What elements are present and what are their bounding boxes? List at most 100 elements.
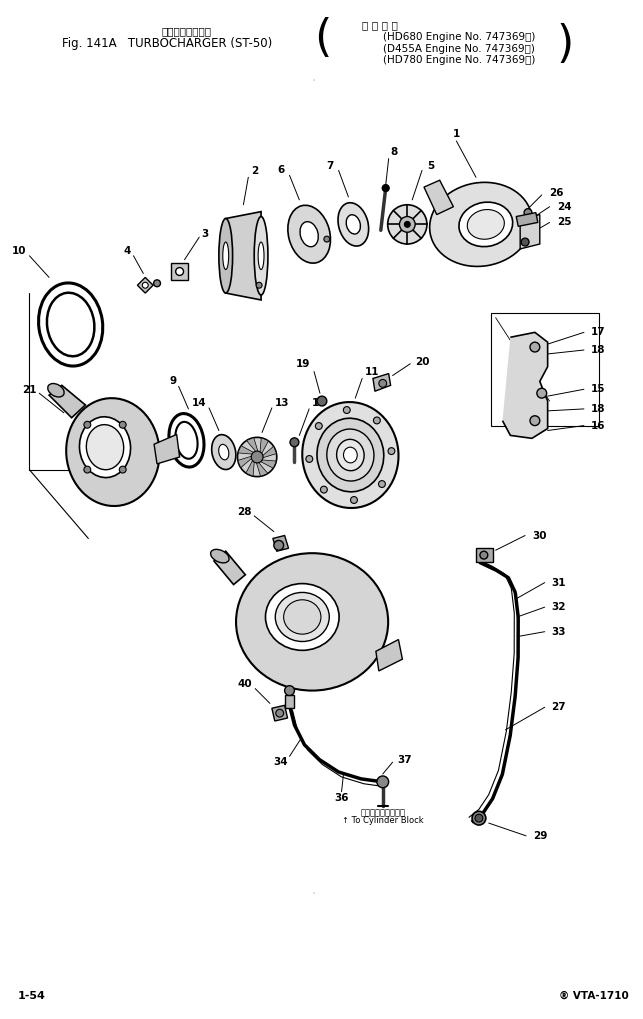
Circle shape: [256, 282, 262, 288]
Circle shape: [276, 709, 284, 717]
Circle shape: [524, 209, 532, 217]
Circle shape: [237, 437, 276, 477]
Polygon shape: [373, 374, 390, 391]
Text: 3: 3: [201, 229, 208, 239]
Text: 29: 29: [533, 830, 547, 841]
Polygon shape: [520, 215, 539, 249]
Text: 26: 26: [550, 187, 564, 198]
Circle shape: [350, 496, 358, 503]
Circle shape: [383, 184, 389, 192]
Circle shape: [377, 775, 388, 788]
Text: (HD780 Engine No. 747369～): (HD780 Engine No. 747369～): [383, 55, 535, 65]
Ellipse shape: [219, 218, 233, 293]
Text: 34: 34: [273, 757, 287, 767]
Text: 25: 25: [557, 217, 572, 227]
Ellipse shape: [430, 182, 532, 266]
Text: 21: 21: [22, 385, 36, 395]
Circle shape: [404, 221, 410, 227]
Text: $)$: $)$: [556, 21, 572, 66]
Text: 20: 20: [415, 357, 430, 367]
Text: 2: 2: [251, 166, 258, 176]
Circle shape: [379, 481, 385, 487]
Circle shape: [142, 282, 148, 288]
Ellipse shape: [236, 553, 388, 691]
Text: ·: ·: [312, 74, 316, 88]
Circle shape: [388, 205, 427, 244]
Circle shape: [379, 379, 386, 387]
Polygon shape: [226, 212, 261, 300]
Text: ターボチャージャ: ターボチャージャ: [161, 26, 212, 36]
Polygon shape: [285, 696, 294, 708]
Text: Fig. 141A   TURBOCHARGER (ST-50): Fig. 141A TURBOCHARGER (ST-50): [62, 38, 272, 50]
Ellipse shape: [47, 292, 95, 357]
Text: 15: 15: [591, 384, 605, 394]
Circle shape: [537, 388, 547, 398]
Circle shape: [306, 455, 312, 463]
Circle shape: [274, 540, 284, 550]
Ellipse shape: [337, 439, 364, 471]
Polygon shape: [171, 263, 188, 280]
Polygon shape: [238, 457, 251, 468]
Polygon shape: [516, 213, 538, 226]
Polygon shape: [49, 385, 86, 418]
Circle shape: [317, 396, 327, 406]
Text: 5: 5: [427, 161, 434, 170]
Polygon shape: [476, 548, 493, 562]
Text: 37: 37: [397, 755, 412, 765]
Circle shape: [521, 238, 529, 246]
Polygon shape: [214, 551, 246, 585]
Text: (HD680 Engine No. 747369～): (HD680 Engine No. 747369～): [383, 32, 535, 42]
Circle shape: [176, 268, 183, 275]
Text: 7: 7: [326, 161, 334, 170]
Text: 27: 27: [552, 702, 566, 712]
Text: 14: 14: [192, 398, 206, 408]
Polygon shape: [272, 705, 287, 721]
Ellipse shape: [288, 205, 331, 263]
Text: 40: 40: [238, 679, 252, 689]
Text: ·: ·: [312, 887, 316, 901]
Ellipse shape: [176, 422, 197, 459]
Circle shape: [251, 451, 263, 463]
Text: 10: 10: [12, 246, 26, 256]
Ellipse shape: [302, 403, 399, 508]
Ellipse shape: [211, 549, 229, 562]
Text: 13: 13: [275, 398, 289, 408]
Text: 28: 28: [237, 507, 251, 517]
Ellipse shape: [459, 202, 512, 247]
Ellipse shape: [317, 418, 384, 492]
Polygon shape: [273, 536, 289, 551]
Circle shape: [154, 280, 161, 286]
Ellipse shape: [266, 584, 339, 650]
Text: 1: 1: [453, 129, 460, 140]
Ellipse shape: [254, 217, 268, 296]
Text: $($: $($: [314, 16, 330, 60]
Ellipse shape: [222, 243, 229, 270]
Text: 35: 35: [253, 656, 268, 666]
Text: 33: 33: [552, 627, 566, 637]
Circle shape: [530, 416, 539, 426]
Text: 適 用 号 機: 適 用 号 機: [362, 20, 398, 31]
Ellipse shape: [48, 383, 64, 397]
Circle shape: [480, 551, 488, 559]
Ellipse shape: [327, 429, 374, 481]
Polygon shape: [261, 460, 276, 469]
Circle shape: [472, 811, 486, 825]
Circle shape: [84, 466, 91, 473]
Text: ® VTA-1710: ® VTA-1710: [559, 990, 629, 1001]
Text: 8: 8: [390, 147, 398, 157]
Ellipse shape: [219, 444, 229, 460]
Circle shape: [315, 423, 322, 429]
Polygon shape: [154, 434, 179, 464]
Polygon shape: [502, 332, 548, 438]
Circle shape: [285, 686, 294, 696]
Ellipse shape: [39, 283, 103, 366]
Polygon shape: [260, 438, 268, 453]
Text: 19: 19: [296, 359, 310, 369]
Text: 12: 12: [312, 398, 327, 408]
Text: 4: 4: [123, 246, 131, 256]
Circle shape: [374, 417, 380, 424]
Text: 31: 31: [552, 578, 566, 588]
Circle shape: [388, 447, 395, 454]
Ellipse shape: [258, 243, 264, 270]
Ellipse shape: [467, 210, 504, 239]
